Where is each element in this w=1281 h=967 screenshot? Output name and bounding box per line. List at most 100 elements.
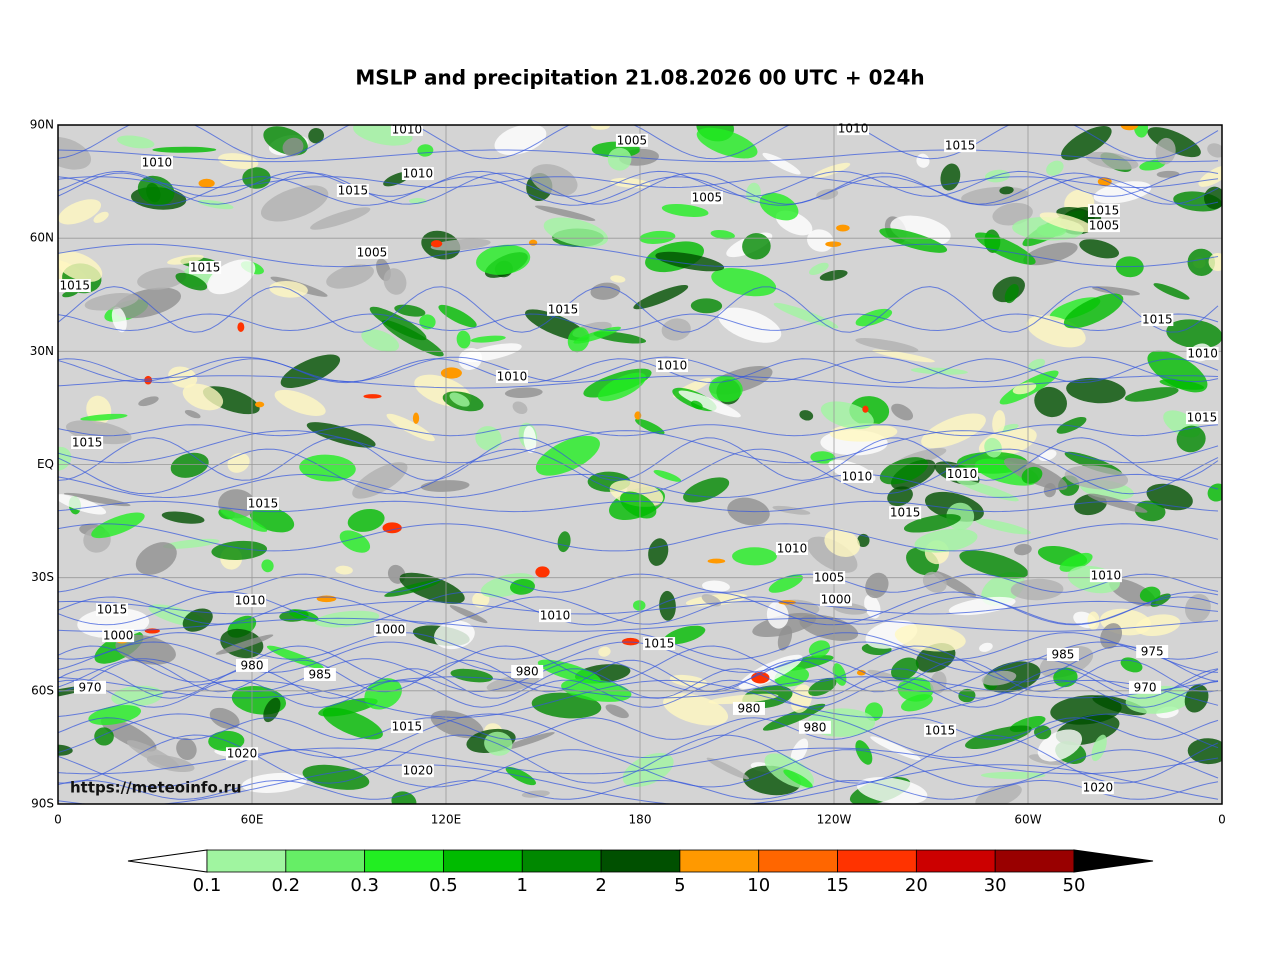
precip-patch [383, 268, 407, 295]
precip-patch [1034, 386, 1067, 418]
isobar-label: 1005 [357, 245, 388, 259]
isobar-label: 1010 [540, 609, 571, 623]
label-box [1186, 346, 1219, 360]
isobar-label: 1015 [1187, 411, 1218, 425]
isobar-label: 1015 [548, 302, 579, 316]
isobar [58, 430, 1219, 464]
precip-patch [184, 410, 201, 419]
precip-patch [1056, 416, 1087, 434]
precip-patch [702, 580, 730, 593]
precip-patch [1085, 151, 1139, 170]
heavy-precip [621, 637, 640, 646]
label-box [71, 435, 104, 449]
precip-patch [220, 509, 268, 532]
precip-patch [648, 538, 669, 566]
precip-patch [914, 528, 978, 553]
isobar-label: 1000 [821, 592, 852, 606]
precip-patch [182, 383, 224, 411]
precip-patch [607, 147, 632, 171]
isobar-label: 985 [1051, 647, 1074, 661]
precip-patch [762, 703, 826, 731]
y-tick-label: 60S [31, 683, 54, 697]
heavy-precip [825, 241, 842, 247]
label-box [889, 506, 922, 520]
precip-patch [1021, 466, 1043, 484]
y-tick-label: 30N [30, 344, 54, 358]
colorbar-bin [364, 849, 444, 873]
precip-patch [476, 244, 531, 275]
precip-patch [808, 677, 837, 696]
label-box [1136, 644, 1169, 658]
colorbar-bin [994, 849, 1075, 873]
isobar [58, 600, 1219, 615]
precip-patch [816, 188, 839, 200]
label-box [401, 764, 434, 778]
precip-patch [872, 349, 935, 363]
colorbar-label: 1 [517, 875, 528, 896]
precip-patch [807, 536, 858, 573]
precip-patch [335, 565, 353, 575]
heavy-precip [412, 412, 420, 424]
colorbar-under [127, 849, 208, 873]
precip-patch [1153, 283, 1190, 300]
label-box [189, 260, 222, 274]
isobar-label: 1005 [814, 571, 845, 585]
precip-patch [894, 624, 966, 652]
precip-patch [809, 262, 829, 275]
precip-patch [1010, 578, 1064, 601]
colorbar-label: 5 [674, 875, 685, 896]
graticule: 0 60E 120E 180 120W 60W 0 90N 60N 30N EQ 30S 60S 90S [30, 118, 1226, 827]
y-tick-label: EQ [37, 457, 54, 471]
precip-patch [1087, 493, 1148, 513]
precip-patch [523, 425, 537, 454]
isobar [58, 713, 1219, 759]
isobar-label: 1010 [1091, 569, 1122, 583]
label-box [798, 720, 831, 734]
precip-patch [901, 694, 933, 712]
colorbar: 0.1 0.2 0.3 0.5 1 2 5 10 15 20 30 50 [127, 849, 1154, 896]
isobar-label: 1000 [103, 629, 134, 643]
precip-patch [706, 757, 750, 780]
precip-patch [1066, 377, 1126, 404]
x-tick-label: 120E [431, 813, 462, 827]
isobar [58, 437, 1219, 481]
precip-patch [306, 422, 376, 448]
isobar [58, 500, 1219, 513]
precip-patch [777, 625, 793, 651]
precip-patch [1147, 127, 1201, 158]
precip-patch [661, 204, 709, 217]
precip-patch [209, 707, 240, 730]
x-tick-label: 0 [1218, 813, 1226, 827]
isobar [58, 779, 1219, 800]
isobar-label: 1010 [142, 156, 173, 170]
precip-patch [161, 511, 205, 524]
precip-patch [420, 480, 470, 492]
heavy-precip [707, 558, 726, 564]
precip-patch [1079, 239, 1120, 259]
x-tick-label: 0 [54, 813, 62, 827]
isobar-label: 1015 [72, 435, 103, 449]
precip-patch [167, 254, 204, 265]
isobar-label: 1010 [947, 467, 978, 481]
precip-patch [282, 137, 304, 157]
precip-patch [1037, 729, 1083, 762]
isobar-label: 1010 [1187, 346, 1218, 360]
isobar-label: 1020 [227, 747, 258, 761]
title: MSLP and precipitation 21.08.2026 00 UTC… [355, 66, 924, 90]
precip-patch [1023, 242, 1078, 266]
isobar-label: 980 [803, 720, 826, 734]
precip-patch [347, 508, 385, 532]
isobar [58, 679, 1219, 718]
precip-patch [659, 590, 676, 621]
precip-patch [1092, 286, 1140, 296]
precip-patch [215, 634, 274, 655]
label-box [775, 541, 808, 555]
precip-patch [710, 229, 735, 240]
precip-patch [620, 491, 657, 519]
y-tick-label: 60N [30, 231, 54, 245]
isobar [58, 286, 1219, 333]
isobar [58, 375, 1219, 389]
precip-patch [302, 764, 370, 790]
precip-patch [84, 293, 139, 311]
heavy-precip [430, 240, 443, 248]
